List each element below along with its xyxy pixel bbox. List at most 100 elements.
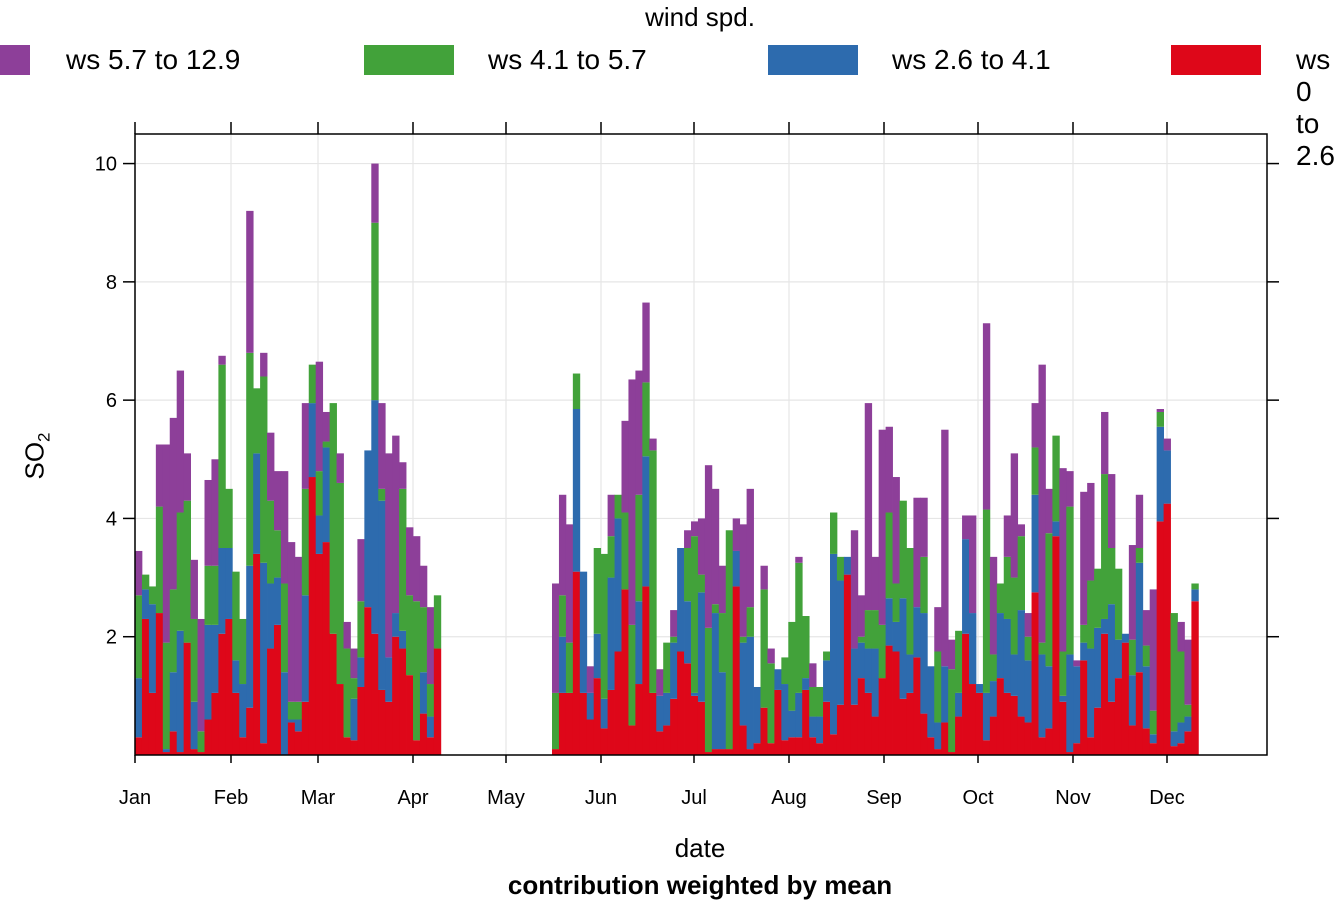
post-gap-bar-28-seg-0 xyxy=(746,749,754,755)
post-gap-bar-70-seg-3 xyxy=(1038,364,1046,643)
post-gap-bar-58-seg-0 xyxy=(955,716,963,755)
post-gap-bar-40-seg-0 xyxy=(830,734,838,755)
post-gap-bar-69-seg-2 xyxy=(1031,447,1039,495)
post-gap-bar-26-seg-0 xyxy=(732,586,741,755)
post-gap-bar-46-seg-3 xyxy=(871,556,880,611)
post-gap-bar-20-seg-1 xyxy=(691,692,699,696)
pre-gap-bar-21-seg-3 xyxy=(280,471,289,584)
post-gap-bar-34-seg-0 xyxy=(788,737,796,755)
pre-gap-bar-38-seg-1 xyxy=(399,630,407,649)
post-gap-bar-34-seg-2 xyxy=(788,621,796,711)
pre-gap-bar-0-seg-1 xyxy=(135,678,143,738)
post-gap-bar-6-seg-1 xyxy=(593,633,602,679)
post-gap-bar-8-seg-0 xyxy=(607,689,615,755)
post-gap-bar-52-seg-3 xyxy=(913,497,921,608)
post-gap-bar-13-seg-3 xyxy=(642,302,650,383)
post-gap-bar-75-seg-0 xyxy=(1073,743,1081,755)
post-gap-bar-32-seg-0 xyxy=(774,689,782,755)
pre-gap-bar-34-seg-0 xyxy=(371,633,379,755)
y-tick-label-10: 10 xyxy=(95,154,117,176)
post-gap-bar-71-seg-0 xyxy=(1045,728,1053,755)
pre-gap-bar-6-seg-2 xyxy=(176,512,185,631)
post-gap-bar-85-seg-0 xyxy=(1142,728,1151,755)
post-gap-bar-14-seg-2 xyxy=(649,450,657,693)
post-gap-bar-54-seg-1 xyxy=(927,666,935,738)
post-gap-bar-58-seg-1 xyxy=(955,692,963,717)
post-gap-bar-86-seg-0 xyxy=(1149,743,1158,755)
post-gap-bar-24-seg-0 xyxy=(718,749,727,755)
post-gap-bar-60-seg-0 xyxy=(969,684,977,755)
post-gap-bar-92-seg-1 xyxy=(1191,589,1199,602)
y-tick-label-4: 4 xyxy=(106,508,117,530)
pre-gap-bar-33-seg-1 xyxy=(364,450,372,608)
post-gap-bar-64-seg-0 xyxy=(996,678,1005,755)
x-tick-label-Feb: Feb xyxy=(214,787,248,809)
post-gap-bar-40-seg-2 xyxy=(830,512,838,554)
x-tick-label-May: May xyxy=(487,787,525,809)
pre-gap-bar-9-seg-2 xyxy=(197,731,205,753)
post-gap-bar-83-seg-0 xyxy=(1128,725,1137,755)
pre-gap-bar-39-seg-0 xyxy=(406,675,414,755)
post-gap-bar-50-seg-0 xyxy=(899,698,907,755)
post-gap-bar-55-seg-2 xyxy=(934,651,942,723)
post-gap-bar-6-seg-2 xyxy=(593,548,602,634)
pre-gap-bar-27-seg-3 xyxy=(322,411,330,442)
post-gap-bar-24-seg-1 xyxy=(718,672,727,750)
x-tick-label-Jun: Jun xyxy=(585,787,617,809)
pre-gap-bar-10-seg-2 xyxy=(204,565,212,625)
post-gap-bar-83-seg-3 xyxy=(1128,545,1137,640)
pre-gap-bar-31-seg-0 xyxy=(350,740,358,755)
pre-gap-bar-26-seg-2 xyxy=(315,471,324,516)
post-gap-bar-73-seg-3 xyxy=(1059,468,1067,652)
post-gap-bar-52-seg-1 xyxy=(913,607,921,658)
post-gap-bar-67-seg-0 xyxy=(1017,716,1025,755)
x-tick-label-Mar: Mar xyxy=(301,787,336,809)
post-gap-bar-0-seg-2 xyxy=(552,692,560,750)
post-gap-bar-37-seg-0 xyxy=(809,737,817,755)
post-gap-bar-59-seg-0 xyxy=(962,633,970,755)
post-gap-bar-57-seg-0 xyxy=(948,752,956,755)
post-gap-bar-23-seg-0 xyxy=(711,749,720,755)
post-gap-bar-45-seg-0 xyxy=(864,692,873,755)
pre-gap-bar-7-seg-2 xyxy=(183,500,191,643)
post-gap-bar-65-seg-3 xyxy=(1003,515,1012,557)
pre-gap-bar-29-seg-0 xyxy=(336,684,344,755)
post-gap-bar-47-seg-0 xyxy=(878,678,886,755)
legend-title: wind spd. xyxy=(645,2,755,32)
post-gap-bar-22-seg-3 xyxy=(704,465,713,628)
post-gap-bar-23-seg-1 xyxy=(711,613,720,750)
pre-gap-bar-21-seg-2 xyxy=(280,583,289,673)
post-gap-bar-73-seg-1 xyxy=(1059,695,1067,702)
pre-gap-bar-13-seg-2 xyxy=(225,488,233,548)
post-gap-bar-32-seg-1 xyxy=(774,669,782,690)
post-gap-bar-11-seg-3 xyxy=(628,379,636,625)
pre-gap-bar-8-seg-3 xyxy=(190,559,198,619)
post-gap-bar-53-seg-3 xyxy=(920,497,928,557)
x-tick-label-Dec: Dec xyxy=(1149,787,1185,809)
post-gap-bar-28-seg-2 xyxy=(746,607,754,637)
post-gap-bar-88-seg-3 xyxy=(1163,438,1171,451)
pre-gap-bar-3-seg-0 xyxy=(155,613,164,755)
pre-gap-bar-6-seg-0 xyxy=(176,752,185,755)
post-gap-bar-87-seg-2 xyxy=(1156,411,1164,427)
post-gap-bar-24-seg-3 xyxy=(718,565,727,614)
pre-gap-bar-9-seg-3 xyxy=(197,618,205,732)
post-gap-bar-38-seg-0 xyxy=(816,743,824,755)
pre-gap-bar-31-seg-2 xyxy=(350,678,358,699)
post-gap-bar-16-seg-1 xyxy=(663,692,671,726)
post-gap-bar-26-seg-3 xyxy=(732,518,741,551)
post-gap-bar-12-seg-1 xyxy=(635,601,643,685)
post-gap-bar-9-seg-0 xyxy=(614,651,622,755)
pre-gap-bar-32-seg-1 xyxy=(357,657,365,687)
post-gap-bar-90-seg-3 xyxy=(1177,621,1185,652)
pre-gap-bar-26-seg-3 xyxy=(315,361,324,472)
post-gap-bar-77-seg-1 xyxy=(1087,648,1095,738)
pre-gap-bar-40-seg-0 xyxy=(413,740,421,755)
post-gap-bar-78-seg-2 xyxy=(1094,568,1102,628)
pre-gap-bar-6-seg-1 xyxy=(176,630,185,753)
x-tick-label-Jan: Jan xyxy=(119,787,151,809)
pre-gap-bar-19-seg-3 xyxy=(267,432,275,501)
post-gap-bar-36-seg-1 xyxy=(802,678,810,690)
post-gap-bar-77-seg-2 xyxy=(1087,580,1095,649)
post-gap-bar-2-seg-0 xyxy=(565,692,574,755)
